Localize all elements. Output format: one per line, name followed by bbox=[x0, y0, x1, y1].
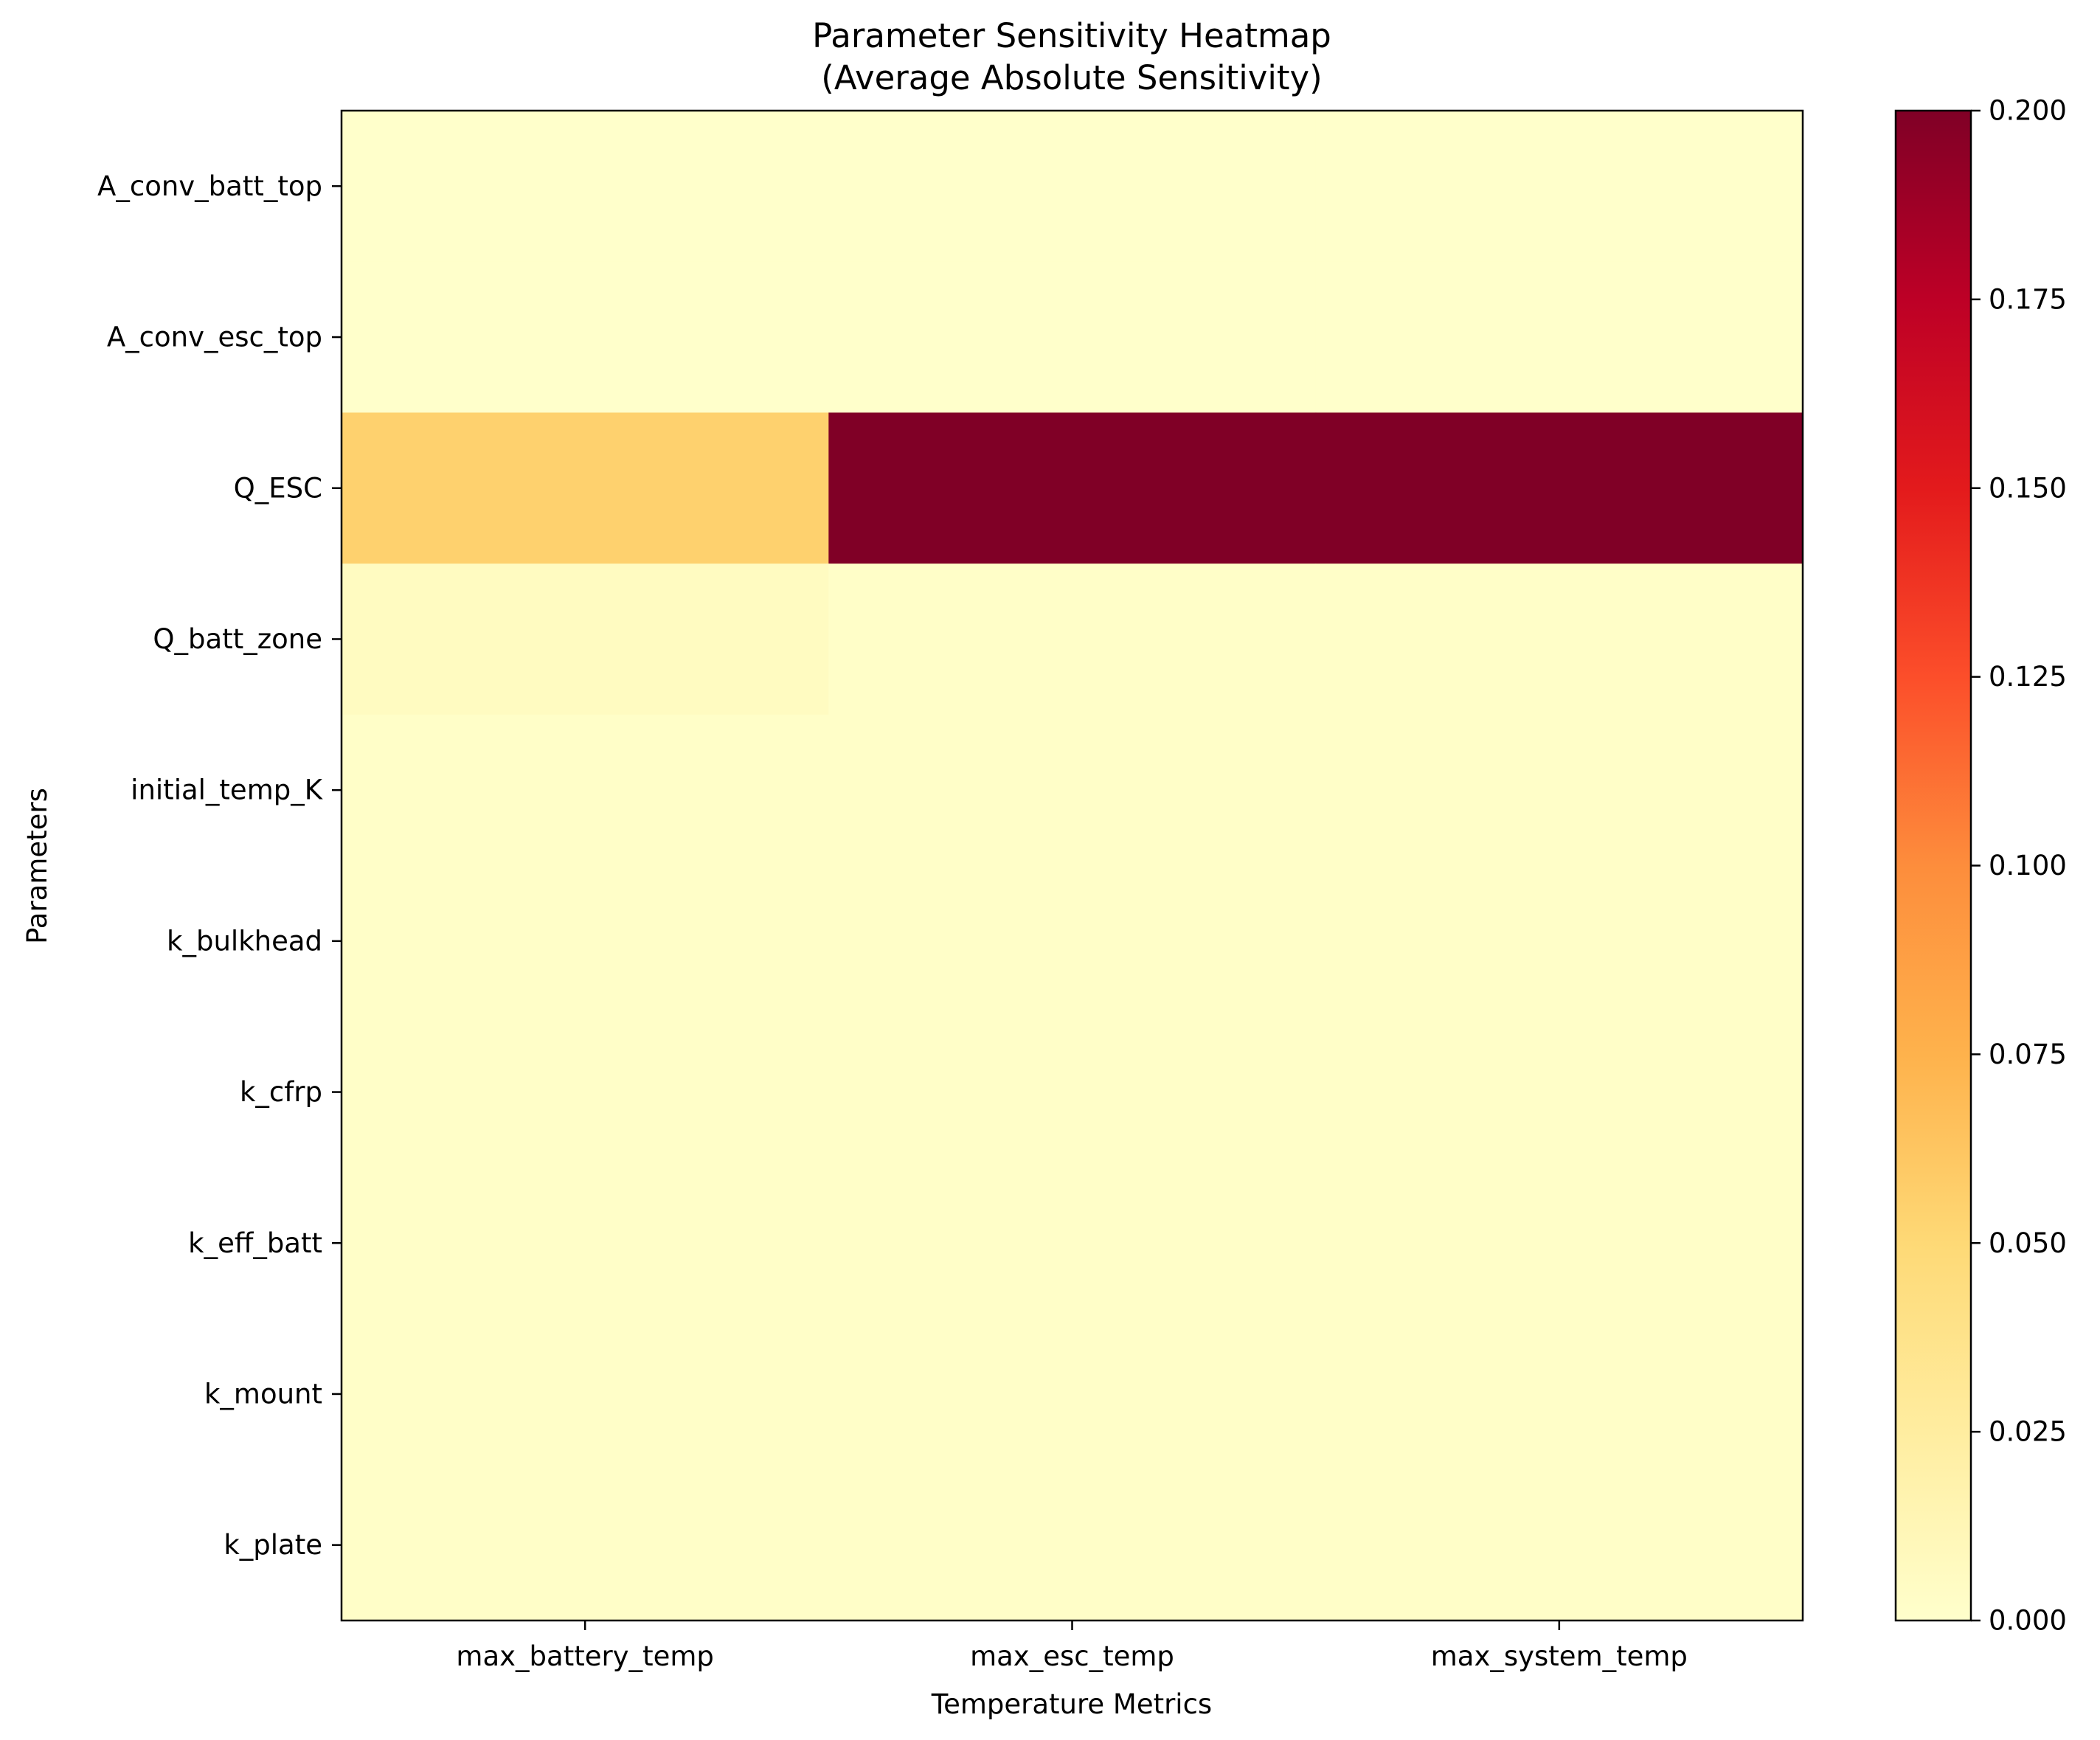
y-tick-label: k_plate bbox=[223, 1529, 322, 1561]
y-tick-label: k_bulkhead bbox=[167, 925, 322, 957]
heatmap-cell bbox=[1315, 1167, 1803, 1320]
heatmap-cell bbox=[828, 564, 1317, 715]
colorbar-tick-label: 0.050 bbox=[1989, 1227, 2067, 1259]
heatmap-cell bbox=[828, 1167, 1317, 1320]
heatmap-cell bbox=[342, 1016, 829, 1168]
colorbar-tick-label: 0.025 bbox=[1989, 1416, 2067, 1448]
y-tick-label: k_eff_batt bbox=[188, 1227, 322, 1259]
colorbar-tick-label: 0.125 bbox=[1989, 661, 2067, 693]
heatmap-cell bbox=[342, 1469, 829, 1621]
y-axis-ticks: A_conv_batt_top A_conv_esc_top Q_ESC Q_batt… bbox=[97, 170, 342, 1561]
heatmap-cell bbox=[828, 1016, 1317, 1168]
heatmap-cell bbox=[828, 1469, 1317, 1621]
heatmap-cell bbox=[342, 1167, 829, 1320]
heatmap-cell bbox=[828, 714, 1317, 867]
chart-title: Parameter Sensitivity Heatmap bbox=[812, 16, 1331, 55]
x-tick-label: max_system_temp bbox=[1431, 1640, 1688, 1672]
colorbar-tick-label: 0.075 bbox=[1989, 1039, 2067, 1070]
heatmap-cell bbox=[342, 714, 829, 867]
heatmap-cell bbox=[1315, 111, 1803, 263]
heatmap-cell bbox=[828, 412, 1317, 564]
y-tick-label: k_mount bbox=[204, 1378, 322, 1410]
heatmap-cell bbox=[342, 865, 829, 1017]
y-tick-label: Q_ESC bbox=[234, 472, 322, 504]
colorbar-tick-label: 0.100 bbox=[1989, 850, 2067, 881]
y-tick-label: A_conv_esc_top bbox=[107, 322, 322, 353]
heatmap-cell bbox=[1315, 261, 1803, 413]
heatmap-cell bbox=[828, 865, 1317, 1017]
y-axis-label: Parameters bbox=[21, 788, 53, 944]
x-tick-label: max_esc_temp bbox=[970, 1640, 1174, 1672]
heatmap-cells bbox=[342, 111, 1803, 1621]
heatmap-cell bbox=[342, 412, 829, 564]
x-axis-ticks: max_battery_temp max_esc_temp max_system_t… bbox=[456, 1621, 1688, 1672]
heatmap-cell bbox=[1315, 564, 1803, 715]
heatmap-cell bbox=[342, 111, 829, 263]
y-tick-label: k_cfrp bbox=[240, 1076, 322, 1108]
colorbar-tick-label: 0.175 bbox=[1989, 283, 2067, 315]
colorbar-tick-label: 0.150 bbox=[1989, 472, 2067, 504]
heatmap-cell bbox=[1315, 865, 1803, 1017]
y-tick-label: A_conv_batt_top bbox=[97, 170, 322, 202]
heatmap-cell bbox=[342, 564, 829, 715]
heatmap-cell bbox=[1315, 1016, 1803, 1168]
x-tick-label: max_battery_temp bbox=[456, 1640, 713, 1672]
heatmap-cell bbox=[1315, 412, 1803, 564]
colorbar-tick-label: 0.000 bbox=[1989, 1605, 2067, 1637]
heatmap-cell bbox=[1315, 1318, 1803, 1470]
x-axis-label: Temperature Metrics bbox=[931, 1688, 1212, 1720]
heatmap-cell bbox=[828, 111, 1317, 263]
heatmap-cell bbox=[828, 261, 1317, 413]
y-tick-label: initial_temp_K bbox=[131, 774, 324, 806]
y-tick-label: Q_batt_zone bbox=[153, 623, 322, 655]
heatmap-cell bbox=[1315, 1469, 1803, 1621]
heatmap-cell bbox=[828, 1318, 1317, 1470]
heatmap-cell bbox=[342, 261, 829, 413]
heatmap-cell bbox=[342, 1318, 829, 1470]
heatmap-cell bbox=[1315, 714, 1803, 867]
colorbar-tick-label: 0.200 bbox=[1989, 95, 2067, 127]
chart-subtitle: (Average Absolute Sensitivity) bbox=[821, 58, 1322, 97]
colorbar bbox=[1894, 109, 1972, 1622]
colorbar-ticks: 0.000 0.025 0.050 0.075 0.100 0.125 0.150 0.175… bbox=[1971, 95, 2067, 1637]
